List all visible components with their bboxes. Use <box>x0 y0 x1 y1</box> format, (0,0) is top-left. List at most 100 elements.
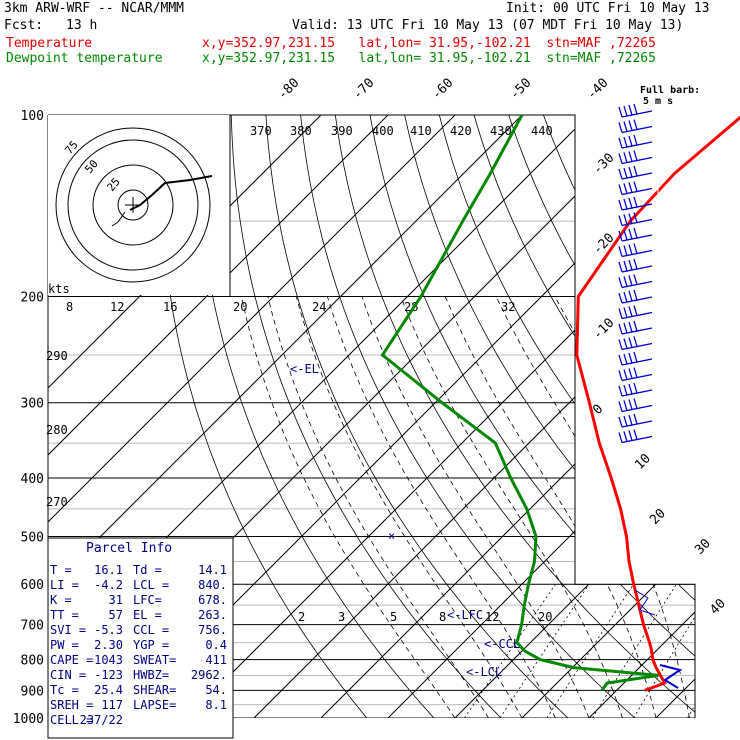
isotherm-line <box>454 115 695 718</box>
dewpoint-location: x,y=352.97,231.15 lat,lon= 31.95,-102.21… <box>202 51 656 66</box>
pressure-tick-label: 600 <box>21 578 44 593</box>
mixing-ratio-line <box>499 583 590 718</box>
moist-adiabat-line <box>554 296 695 718</box>
mixing-ratio-label: 5 <box>390 610 397 624</box>
parcel-info-value: 840. <box>198 578 227 592</box>
dry-adiabat-line <box>681 115 695 718</box>
pressure-tick-label: 300 <box>21 397 44 412</box>
parcel-info-value: -123 <box>94 668 123 682</box>
level-marker: <-CCL <box>484 637 520 651</box>
mixing-ratio-label: 20 <box>538 610 552 624</box>
temperature-location: x,y=352.97,231.15 lat,lon= 31.95,-102.21… <box>202 36 656 51</box>
isotherm-line <box>320 115 695 718</box>
pressure-tick-label: 1000 <box>13 712 44 727</box>
hodograph-kts-label: kts <box>48 282 70 296</box>
parcel-info-value: -5.3 <box>94 623 123 637</box>
level-marker: <-LFC <box>447 608 483 622</box>
parcel-info-value: 31 <box>109 593 123 607</box>
isotherm-line <box>186 115 695 718</box>
isotherm-line <box>48 115 523 718</box>
parcel-info-label: CCL = <box>133 623 169 637</box>
parcel-info-box <box>47 537 234 739</box>
theta-label: 290 <box>46 349 68 363</box>
pressure-tick-label: 100 <box>21 109 44 124</box>
isotherm-line <box>521 115 695 718</box>
wind-barb <box>618 212 653 227</box>
theta-label: 270 <box>46 495 68 509</box>
moist-adiabat-line <box>621 296 695 718</box>
parcel-info-value: 1043 <box>94 653 123 667</box>
mixing-ratio-label: 2 <box>298 610 305 624</box>
isotherm-label: 10 <box>632 451 654 473</box>
wind-barb-low <box>634 589 656 616</box>
parcel-info-label: EL = <box>133 608 162 622</box>
dry-adiabat-line <box>160 115 368 718</box>
parcel-info-value: 756. <box>198 623 227 637</box>
mixing-ratio-line <box>592 583 677 718</box>
pressure-tick-label: 500 <box>21 530 44 545</box>
wind-barb-surface <box>659 664 683 689</box>
parcel-info-label: LCL = <box>133 578 169 592</box>
isotherm-line <box>588 115 695 718</box>
pressure-tick-label: 800 <box>21 654 44 669</box>
wind-barb <box>618 413 653 428</box>
wind-barb <box>618 320 653 335</box>
mixing-ratio-label: 12 <box>485 610 499 624</box>
temperature-legend: Temperature <box>6 36 93 51</box>
level-marker: <-LCL <box>466 665 502 679</box>
theta-label: 400 <box>372 124 394 138</box>
parcel-info-value: 678. <box>198 593 227 607</box>
init-time: Init: 00 UTC Fri 10 May 13 <box>506 1 710 16</box>
isotherm-line <box>723 115 740 718</box>
parcel-info-value: 54. <box>205 683 227 697</box>
theta-label: 370 <box>250 124 272 138</box>
parcel-info-value: -4.2 <box>94 578 123 592</box>
parcel-info-label: LFC= <box>133 593 162 607</box>
parcel-info-label: LI = <box>50 578 79 592</box>
isotherm-line <box>253 115 695 718</box>
parcel-info-value: 8.1 <box>205 698 227 712</box>
wind-barb <box>618 103 653 118</box>
theta-label: 430 <box>490 124 512 138</box>
hodograph-speed-label: 32 <box>501 300 515 314</box>
model-title: 3km ARW-WRF -- NCAR/MMM <box>4 1 185 16</box>
pressure-tick-label: 200 <box>21 291 44 306</box>
hodograph-ring <box>55 127 211 283</box>
theta-label: 410 <box>410 124 432 138</box>
parcel-info-value: 14.1 <box>198 563 227 577</box>
theta-label: 380 <box>290 124 312 138</box>
wind-barb <box>618 398 653 413</box>
surface-parcel-marker: × <box>388 529 395 543</box>
level-marker: <-EL <box>290 362 319 376</box>
parcel-info-label: CIN = <box>50 668 86 682</box>
wind-barb <box>618 367 653 382</box>
parcel-info-value: 57 <box>109 608 123 622</box>
hodograph-speed-label: 16 <box>163 300 177 314</box>
parcel-info-label: PW = <box>50 638 79 652</box>
parcel-info-title: Parcel Info <box>86 541 172 556</box>
dry-adiabat-line <box>196 115 435 718</box>
isotherm-line <box>655 115 695 718</box>
parcel-info-label: CAPE = <box>50 653 93 667</box>
mixing-ratio-label: 8 <box>439 610 446 624</box>
moist-adiabat-line <box>697 297 740 719</box>
parcel-info-value: 411 <box>205 653 227 667</box>
moist-adiabat-line <box>241 296 456 718</box>
hodograph-ring <box>92 164 174 246</box>
wind-barb <box>618 289 653 304</box>
wind-scale-unit: 5 m s <box>643 96 673 107</box>
wind-barb <box>618 382 653 397</box>
theta-label: 280 <box>46 423 68 437</box>
parcel-info-label: SVI = <box>50 623 86 637</box>
parcel-info-label: Tc = <box>50 683 79 697</box>
wind-barb <box>618 181 653 196</box>
isotherm-label: 20 <box>647 506 669 528</box>
wind-barb <box>618 150 653 165</box>
isotherm-line <box>48 115 389 718</box>
wind-barb <box>618 196 653 211</box>
wind-barb <box>618 336 653 351</box>
parcel-info-value: 263. <box>198 608 227 622</box>
moist-adiabat-line <box>400 296 623 718</box>
